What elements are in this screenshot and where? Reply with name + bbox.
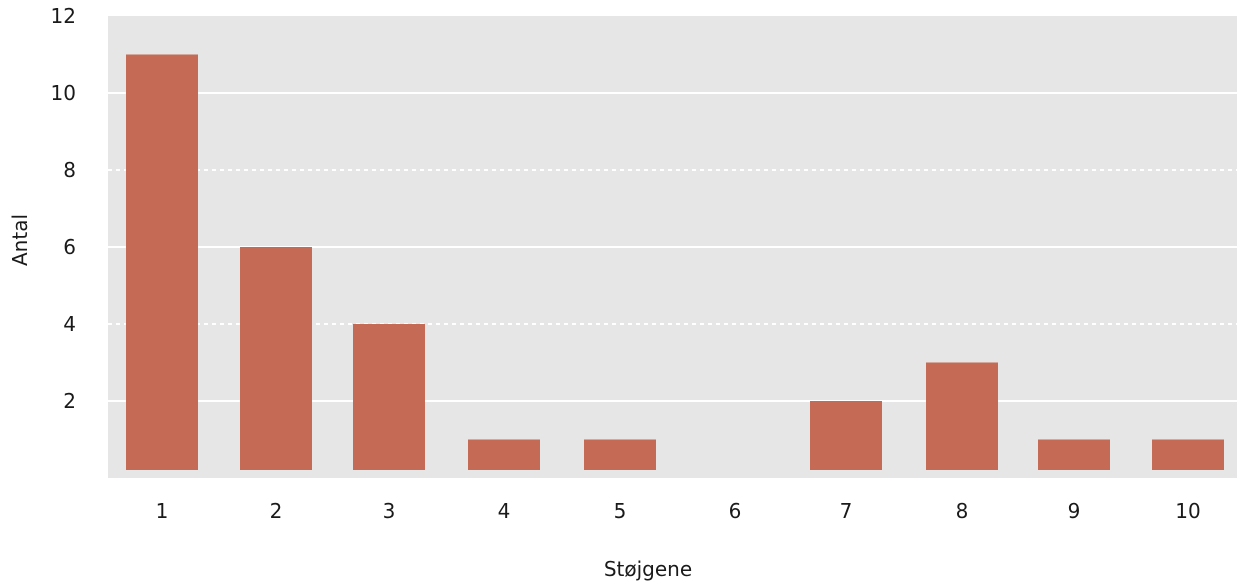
x-tick-labels: 1 2 3 4 5 6 7 8 9 10	[156, 499, 1201, 523]
bar	[126, 54, 198, 470]
x-tick-label: 3	[383, 499, 396, 523]
bar	[1038, 439, 1110, 470]
bar	[240, 247, 312, 470]
bar	[926, 362, 998, 470]
x-tick-label: 2	[270, 499, 283, 523]
x-tick-label: 10	[1175, 499, 1200, 523]
y-tick-labels: 2 4 6 8 10 12	[51, 4, 76, 413]
y-tick-label: 4	[63, 312, 76, 336]
bar	[810, 401, 882, 470]
x-tick-label: 7	[840, 499, 853, 523]
y-tick-label: 2	[63, 389, 76, 413]
x-tick-label: 9	[1068, 499, 1081, 523]
bars	[126, 54, 1224, 470]
x-tick-label: 5	[614, 499, 627, 523]
bar	[468, 439, 540, 470]
x-tick-label: 4	[498, 499, 511, 523]
x-axis-label: Støjgene	[604, 557, 692, 581]
y-tick-label: 12	[51, 4, 76, 28]
y-tick-label: 8	[63, 158, 76, 182]
y-tick-label: 10	[51, 81, 76, 105]
bar	[1152, 439, 1224, 470]
bar	[353, 324, 425, 470]
bar	[584, 439, 656, 470]
x-tick-label: 6	[729, 499, 742, 523]
y-tick-label: 6	[63, 235, 76, 259]
y-axis-label: Antal	[8, 214, 32, 266]
x-tick-label: 1	[156, 499, 169, 523]
x-tick-label: 8	[956, 499, 969, 523]
